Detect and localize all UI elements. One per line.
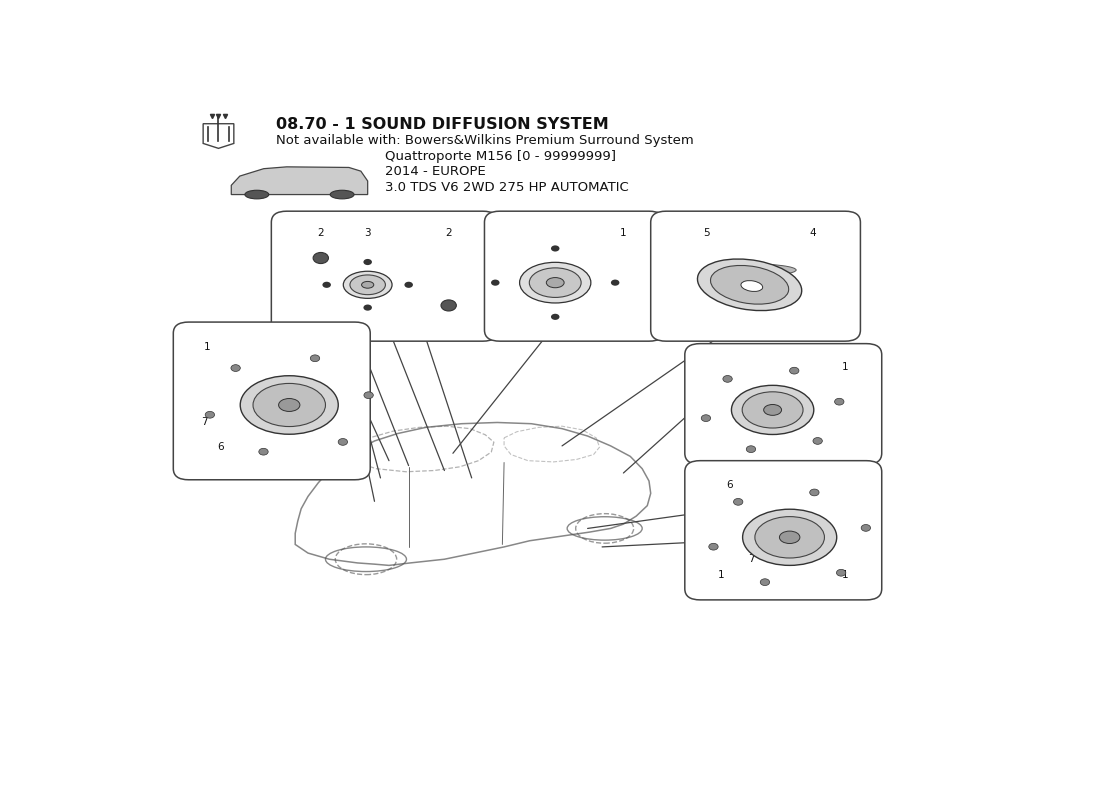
- Circle shape: [322, 282, 331, 288]
- Circle shape: [310, 355, 320, 362]
- Text: 6: 6: [218, 442, 224, 452]
- FancyBboxPatch shape: [484, 211, 664, 341]
- Ellipse shape: [350, 275, 385, 294]
- Circle shape: [746, 446, 756, 453]
- Circle shape: [258, 448, 268, 455]
- Circle shape: [231, 365, 240, 371]
- Circle shape: [364, 392, 373, 398]
- Circle shape: [441, 300, 456, 311]
- Text: 3.0 TDS V6 2WD 275 HP AUTOMATIC: 3.0 TDS V6 2WD 275 HP AUTOMATIC: [385, 181, 628, 194]
- Text: 1: 1: [620, 228, 627, 238]
- Text: 1: 1: [205, 342, 211, 352]
- Text: 2014 - EUROPE: 2014 - EUROPE: [385, 166, 485, 178]
- Ellipse shape: [711, 266, 789, 304]
- Text: 4: 4: [810, 228, 816, 238]
- Text: 3: 3: [364, 228, 371, 238]
- Ellipse shape: [763, 405, 782, 415]
- Text: 2: 2: [446, 228, 452, 238]
- Text: Quattroporte M156 [0 - 99999999]: Quattroporte M156 [0 - 99999999]: [385, 150, 616, 163]
- Ellipse shape: [245, 190, 268, 199]
- Polygon shape: [231, 167, 367, 194]
- Ellipse shape: [547, 278, 564, 288]
- Circle shape: [491, 279, 499, 286]
- Ellipse shape: [703, 264, 796, 276]
- Circle shape: [206, 411, 214, 418]
- Circle shape: [836, 570, 846, 576]
- FancyBboxPatch shape: [174, 322, 371, 480]
- Circle shape: [363, 305, 372, 310]
- Text: Not available with: Bowers&Wilkins Premium Surround System: Not available with: Bowers&Wilkins Premi…: [276, 134, 693, 147]
- FancyBboxPatch shape: [685, 461, 882, 600]
- Ellipse shape: [362, 282, 374, 288]
- Ellipse shape: [742, 510, 837, 566]
- Circle shape: [810, 489, 820, 496]
- Circle shape: [861, 525, 870, 531]
- Circle shape: [314, 253, 329, 263]
- Ellipse shape: [240, 376, 339, 434]
- Circle shape: [338, 438, 348, 446]
- Text: 1: 1: [842, 362, 848, 372]
- FancyBboxPatch shape: [272, 211, 498, 341]
- Text: 1: 1: [718, 570, 725, 580]
- Ellipse shape: [519, 262, 591, 303]
- Ellipse shape: [741, 281, 762, 291]
- Ellipse shape: [253, 383, 326, 426]
- Text: 7: 7: [200, 418, 207, 427]
- FancyBboxPatch shape: [651, 211, 860, 341]
- Text: 2: 2: [318, 228, 324, 238]
- Circle shape: [551, 246, 560, 251]
- FancyBboxPatch shape: [685, 344, 882, 464]
- Circle shape: [551, 314, 560, 320]
- Text: 08.70 - 1 SOUND DIFFUSION SYSTEM: 08.70 - 1 SOUND DIFFUSION SYSTEM: [276, 118, 608, 133]
- Circle shape: [723, 375, 733, 382]
- Ellipse shape: [755, 517, 824, 558]
- Ellipse shape: [343, 271, 392, 298]
- Ellipse shape: [529, 268, 581, 298]
- Circle shape: [363, 259, 372, 265]
- Ellipse shape: [742, 392, 803, 428]
- Text: 5: 5: [704, 228, 711, 238]
- Circle shape: [702, 414, 711, 422]
- Circle shape: [835, 398, 844, 405]
- Circle shape: [405, 282, 412, 288]
- Circle shape: [610, 279, 619, 286]
- Circle shape: [734, 498, 742, 506]
- Text: 6: 6: [727, 480, 734, 490]
- Circle shape: [790, 367, 799, 374]
- Ellipse shape: [330, 190, 354, 199]
- Ellipse shape: [732, 386, 814, 434]
- Text: 7: 7: [748, 554, 755, 564]
- Ellipse shape: [780, 531, 800, 543]
- Circle shape: [813, 438, 823, 444]
- Circle shape: [760, 578, 770, 586]
- Text: 1: 1: [842, 570, 848, 580]
- Ellipse shape: [697, 259, 802, 310]
- Circle shape: [708, 543, 718, 550]
- Ellipse shape: [278, 398, 300, 411]
